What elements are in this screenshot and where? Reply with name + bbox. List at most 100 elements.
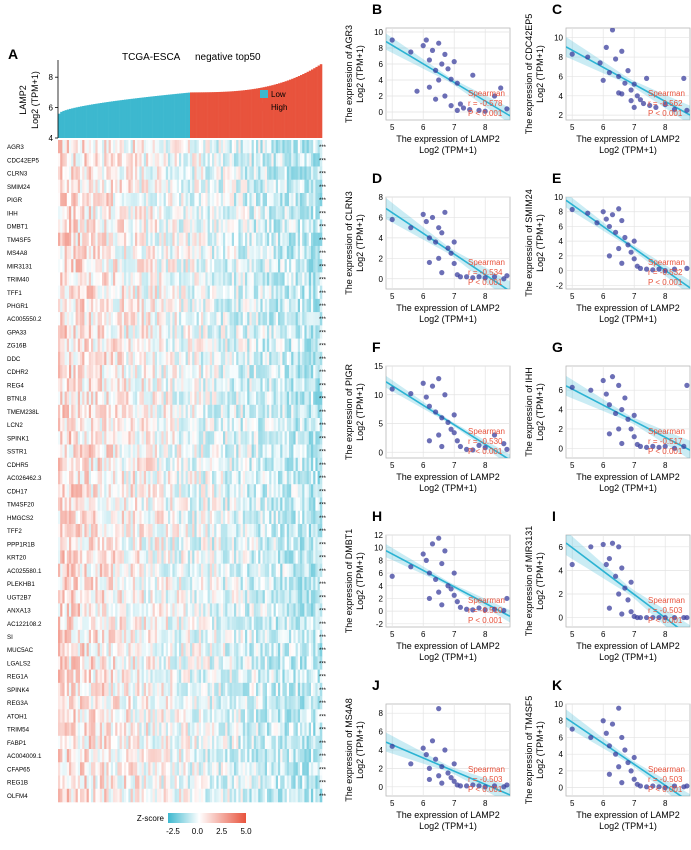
heatmap-cell bbox=[282, 511, 285, 525]
heatmap-cell bbox=[302, 484, 305, 498]
heatmap-cell bbox=[89, 524, 92, 538]
heatmap-cell bbox=[131, 643, 134, 657]
heatmap-cell bbox=[98, 484, 101, 498]
heatmap-cell bbox=[302, 378, 305, 392]
heatmap-cell bbox=[197, 325, 200, 339]
heatmap-cell bbox=[201, 193, 204, 207]
heatmap-cell bbox=[282, 365, 285, 379]
heatmap-cell bbox=[241, 537, 244, 551]
heatmap-cell bbox=[241, 431, 244, 445]
heatmap-cell bbox=[139, 497, 142, 511]
heatmap-cell bbox=[164, 299, 167, 313]
heatmap-cell bbox=[124, 445, 127, 459]
heatmap-cell bbox=[192, 193, 195, 207]
heatmap-cell bbox=[142, 193, 145, 207]
heatmap-cell bbox=[212, 312, 215, 326]
heatmap-cell bbox=[203, 392, 206, 406]
heatmap-cell bbox=[227, 617, 230, 631]
heatmap-cell bbox=[137, 577, 140, 591]
bar-y-label-line2: Log2 (TPM+1) bbox=[30, 71, 40, 129]
heatmap-cell bbox=[89, 656, 92, 670]
heatmap-cell bbox=[216, 656, 219, 670]
heatmap-cell bbox=[263, 590, 266, 604]
heatmap-cell bbox=[190, 180, 193, 194]
heatmap-cell bbox=[203, 365, 206, 379]
heatmap-cell bbox=[159, 577, 162, 591]
heatmap-cell bbox=[280, 656, 283, 670]
heatmap-cell bbox=[315, 590, 318, 604]
heatmap-cell bbox=[241, 365, 244, 379]
heatmap-cell bbox=[69, 246, 72, 260]
heatmap-cell bbox=[126, 471, 129, 485]
heatmap-cell bbox=[287, 484, 290, 498]
heatmap-cell bbox=[168, 392, 171, 406]
heatmap-cell bbox=[166, 511, 169, 525]
heatmap-cell bbox=[276, 259, 279, 273]
heatmap-cell bbox=[93, 246, 96, 260]
heatmap-cell bbox=[104, 325, 107, 339]
heatmap-cell bbox=[282, 458, 285, 472]
heatmap-cell bbox=[212, 140, 215, 154]
heatmap-cell bbox=[282, 339, 285, 353]
heatmap-cell bbox=[65, 286, 68, 300]
heatmap-cell bbox=[128, 630, 131, 644]
heatmap-cell bbox=[214, 577, 217, 591]
heatmap-cell bbox=[249, 193, 252, 207]
heatmap-cell bbox=[87, 259, 90, 273]
heatmap-cell bbox=[311, 643, 314, 657]
heatmap-cell bbox=[150, 286, 153, 300]
heatmap-cell bbox=[157, 458, 160, 472]
heatmap-cell bbox=[234, 206, 237, 220]
heatmap-cell bbox=[168, 378, 171, 392]
heatmap-cell bbox=[223, 193, 226, 207]
heatmap-cell bbox=[122, 153, 125, 167]
heatmap-cell bbox=[73, 272, 76, 286]
heatmap-cell bbox=[170, 418, 173, 432]
heatmap-cell bbox=[274, 166, 277, 180]
heatmap-cell bbox=[128, 550, 131, 564]
heatmap-cell bbox=[194, 352, 197, 366]
heatmap-cell bbox=[252, 259, 255, 273]
heatmap-cell bbox=[78, 140, 81, 154]
heatmap-cell bbox=[265, 299, 268, 313]
heatmap-cell bbox=[126, 670, 129, 684]
heatmap-cell bbox=[223, 405, 226, 419]
heatmap-cell bbox=[179, 656, 182, 670]
heatmap-cell bbox=[144, 153, 147, 167]
heatmap-cell bbox=[199, 365, 202, 379]
heatmap-cell bbox=[232, 193, 235, 207]
heatmap-cell bbox=[203, 497, 206, 511]
heatmap-cell bbox=[234, 550, 237, 564]
heatmap-cell bbox=[159, 656, 162, 670]
heatmap-cell bbox=[214, 180, 217, 194]
heatmap-cell bbox=[60, 630, 63, 644]
heatmap-cell bbox=[168, 670, 171, 684]
heatmap-cell bbox=[216, 365, 219, 379]
heatmap-cell bbox=[276, 484, 279, 498]
heatmap-cell bbox=[225, 352, 228, 366]
heatmap-cell bbox=[269, 550, 272, 564]
heatmap-cell bbox=[181, 564, 184, 578]
heatmap-cell bbox=[128, 405, 131, 419]
heatmap-cell bbox=[175, 299, 178, 313]
heatmap-cell bbox=[293, 431, 296, 445]
heatmap-cell bbox=[155, 233, 158, 247]
heatmap-cell bbox=[126, 431, 129, 445]
heatmap-cell bbox=[249, 445, 252, 459]
bar-column bbox=[221, 92, 224, 138]
heatmap-cell bbox=[241, 140, 244, 154]
heatmap-cell bbox=[73, 180, 76, 194]
heatmap-cell bbox=[276, 339, 279, 353]
heatmap-cell bbox=[82, 590, 85, 604]
heatmap-cell bbox=[188, 603, 191, 617]
heatmap-cell bbox=[67, 392, 70, 406]
heatmap-cell bbox=[60, 643, 63, 657]
heatmap-cell bbox=[243, 564, 246, 578]
heatmap-cell bbox=[60, 193, 63, 207]
heatmap-cell bbox=[260, 259, 263, 273]
heatmap-cell bbox=[300, 550, 303, 564]
heatmap-cell bbox=[280, 233, 283, 247]
heatmap-cell bbox=[111, 352, 114, 366]
heatmap-cell bbox=[203, 299, 206, 313]
heatmap-cell bbox=[311, 630, 314, 644]
